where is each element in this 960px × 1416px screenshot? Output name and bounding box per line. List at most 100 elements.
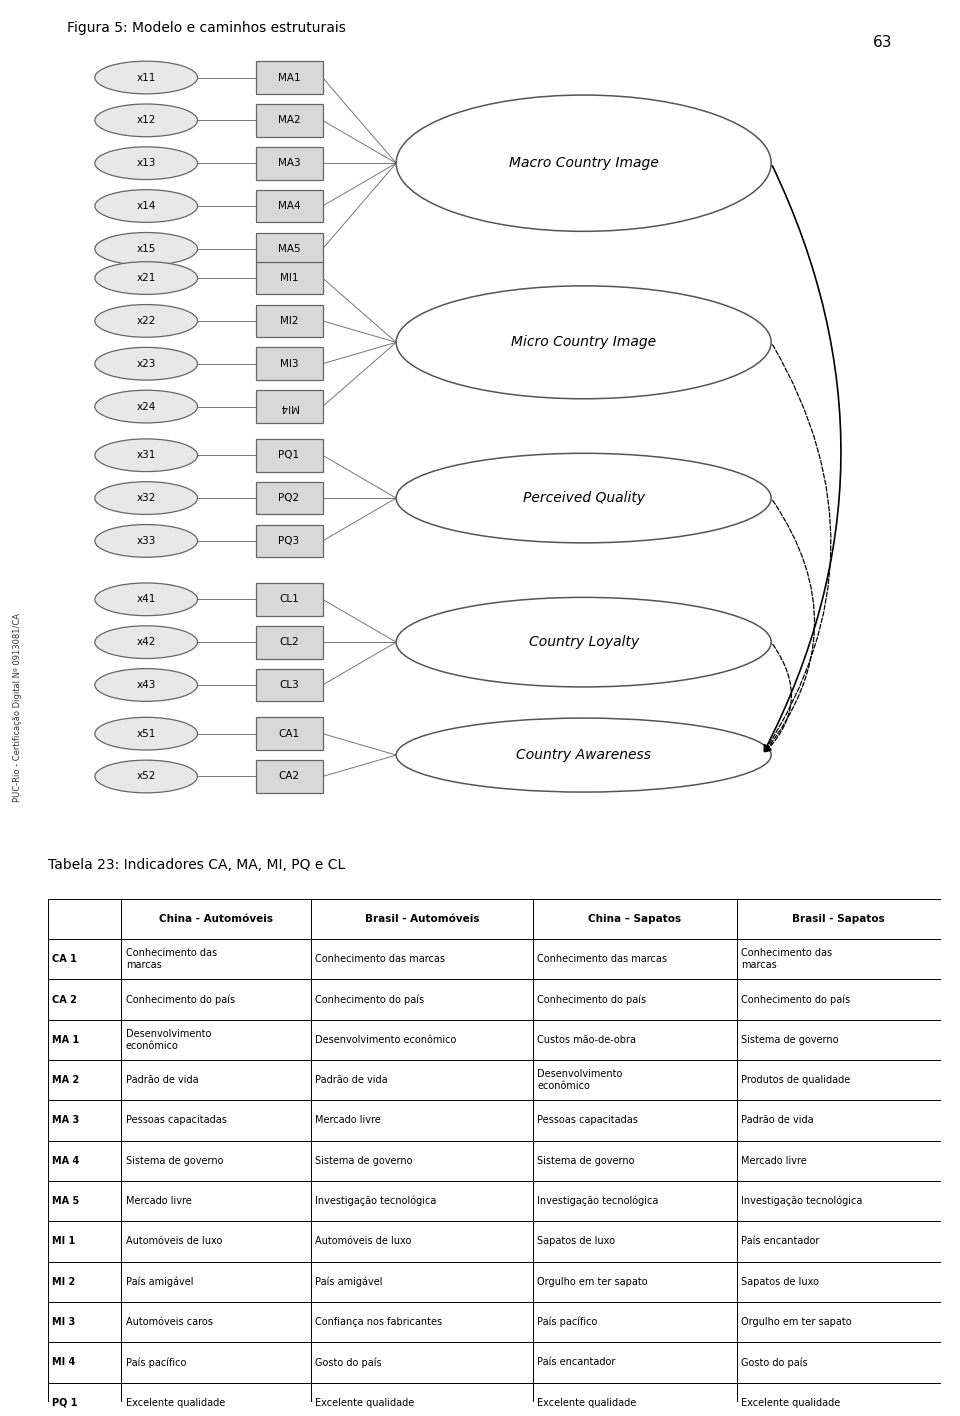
Ellipse shape <box>95 61 198 93</box>
Bar <box>737 1262 941 1301</box>
Bar <box>48 1382 121 1416</box>
Text: x23: x23 <box>136 358 156 368</box>
Ellipse shape <box>396 453 771 542</box>
Text: MA 3: MA 3 <box>53 1116 80 1126</box>
Text: MA 1: MA 1 <box>53 1035 80 1045</box>
Text: MI4: MI4 <box>279 402 299 412</box>
Bar <box>311 1301 533 1342</box>
Text: Conhecimento do país: Conhecimento do país <box>741 994 851 1005</box>
Text: x22: x22 <box>136 316 156 326</box>
FancyBboxPatch shape <box>255 481 323 514</box>
Bar <box>737 1061 941 1100</box>
Text: x42: x42 <box>136 637 156 647</box>
Bar <box>311 1100 533 1141</box>
Ellipse shape <box>95 718 198 750</box>
Text: MA3: MA3 <box>277 159 300 169</box>
Text: Pessoas capacitadas: Pessoas capacitadas <box>538 1116 638 1126</box>
Bar <box>121 1181 311 1221</box>
Text: Investigação tecnológica: Investigação tecnológica <box>538 1197 659 1206</box>
Bar <box>737 939 941 980</box>
Text: MI 3: MI 3 <box>53 1317 76 1327</box>
Text: MI2: MI2 <box>279 316 299 326</box>
FancyBboxPatch shape <box>255 61 323 93</box>
Text: Macro Country Image: Macro Country Image <box>509 156 659 170</box>
Text: MI 1: MI 1 <box>53 1236 76 1246</box>
Text: MA4: MA4 <box>277 201 300 211</box>
Bar <box>121 899 311 939</box>
Text: Tabela 23: Indicadores CA, MA, MI, PQ e CL: Tabela 23: Indicadores CA, MA, MI, PQ e … <box>48 858 346 872</box>
Text: Sistema de governo: Sistema de governo <box>316 1155 413 1165</box>
FancyBboxPatch shape <box>255 190 323 222</box>
Text: x51: x51 <box>136 729 156 739</box>
Bar <box>737 1181 941 1221</box>
FancyBboxPatch shape <box>255 391 323 423</box>
Ellipse shape <box>95 583 198 616</box>
Text: Conhecimento do país: Conhecimento do país <box>316 994 424 1005</box>
Text: Pessoas capacitadas: Pessoas capacitadas <box>126 1116 227 1126</box>
Bar <box>533 1262 737 1301</box>
Bar <box>533 1301 737 1342</box>
Text: MA 5: MA 5 <box>53 1197 80 1206</box>
Ellipse shape <box>95 524 198 558</box>
Text: 63: 63 <box>874 35 893 51</box>
Bar <box>48 1020 121 1061</box>
Text: Country Loyalty: Country Loyalty <box>529 636 638 649</box>
Ellipse shape <box>396 286 771 399</box>
Text: Padrão de vida: Padrão de vida <box>126 1075 199 1085</box>
Text: Investigação tecnológica: Investigação tecnológica <box>316 1197 437 1206</box>
Text: Excelente qualidade: Excelente qualidade <box>126 1398 225 1408</box>
Text: Desenvolvimento
econômico: Desenvolvimento econômico <box>538 1069 623 1090</box>
Text: Custos mão-de-obra: Custos mão-de-obra <box>538 1035 636 1045</box>
Bar <box>311 1061 533 1100</box>
FancyBboxPatch shape <box>255 147 323 180</box>
Text: País pacífico: País pacífico <box>538 1317 598 1327</box>
Text: CL3: CL3 <box>279 680 299 690</box>
Text: Figura 5: Modelo e caminhos estruturais: Figura 5: Modelo e caminhos estruturais <box>67 21 346 35</box>
Text: Conhecimento do país: Conhecimento do país <box>538 994 646 1005</box>
Bar <box>121 1141 311 1181</box>
Text: Micro Country Image: Micro Country Image <box>511 336 657 350</box>
Text: x24: x24 <box>136 402 156 412</box>
Text: Conhecimento das marcas: Conhecimento das marcas <box>538 954 667 964</box>
Bar <box>121 1342 311 1382</box>
Text: CL2: CL2 <box>279 637 299 647</box>
FancyArrowPatch shape <box>765 644 791 752</box>
Text: x32: x32 <box>136 493 156 503</box>
Text: PQ 1: PQ 1 <box>53 1398 78 1408</box>
Text: Automóveis de luxo: Automóveis de luxo <box>316 1236 412 1246</box>
Text: x11: x11 <box>136 72 156 82</box>
Ellipse shape <box>95 668 198 701</box>
Text: MA5: MA5 <box>277 244 300 253</box>
Bar <box>311 980 533 1020</box>
Text: x43: x43 <box>136 680 156 690</box>
FancyArrowPatch shape <box>764 166 841 750</box>
Text: x33: x33 <box>136 535 156 547</box>
Text: Mercado livre: Mercado livre <box>126 1197 192 1206</box>
Bar <box>121 1100 311 1141</box>
Bar <box>737 980 941 1020</box>
Text: Excelente qualidade: Excelente qualidade <box>741 1398 841 1408</box>
Text: Orgulho em ter sapato: Orgulho em ter sapato <box>538 1277 648 1287</box>
FancyBboxPatch shape <box>255 583 323 616</box>
Bar <box>311 939 533 980</box>
Text: Excelente qualidade: Excelente qualidade <box>538 1398 636 1408</box>
Bar <box>48 1061 121 1100</box>
Text: x14: x14 <box>136 201 156 211</box>
Text: x21: x21 <box>136 273 156 283</box>
Bar <box>737 1020 941 1061</box>
FancyBboxPatch shape <box>255 524 323 558</box>
Text: CA2: CA2 <box>278 772 300 782</box>
Bar <box>48 1181 121 1221</box>
Text: MA 2: MA 2 <box>53 1075 80 1085</box>
Bar <box>533 1141 737 1181</box>
Bar <box>533 1181 737 1221</box>
Bar <box>48 939 121 980</box>
Text: MI1: MI1 <box>279 273 299 283</box>
Bar <box>533 1382 737 1416</box>
Text: Desenvolvimento econômico: Desenvolvimento econômico <box>316 1035 457 1045</box>
Text: Conhecimento do país: Conhecimento do país <box>126 994 235 1005</box>
Ellipse shape <box>95 626 198 658</box>
Text: Confiança nos fabricantes: Confiança nos fabricantes <box>316 1317 443 1327</box>
Bar <box>311 1020 533 1061</box>
Text: x12: x12 <box>136 115 156 126</box>
